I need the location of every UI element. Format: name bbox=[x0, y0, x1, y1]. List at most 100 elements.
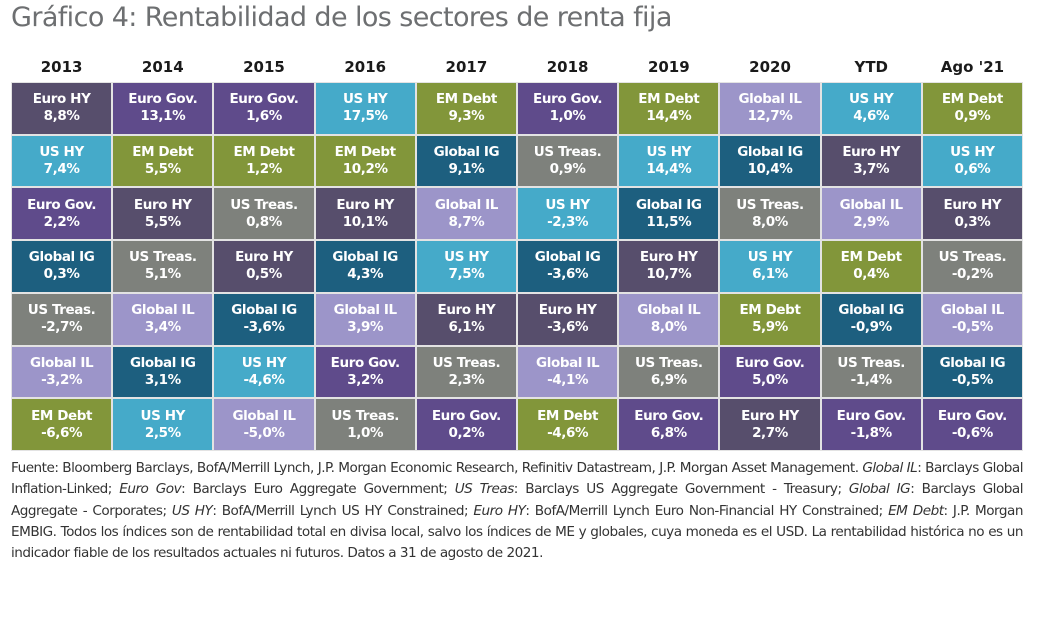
return-value: 14,4% bbox=[646, 108, 692, 125]
sector-label: Euro HY bbox=[32, 91, 91, 108]
sector-label: Euro HY bbox=[741, 407, 799, 424]
return-value: 1,0% bbox=[549, 108, 586, 125]
footnote-text: : Barclays Euro Aggregate Government; bbox=[181, 481, 455, 498]
sector-label: US Treas. bbox=[230, 196, 298, 213]
return-value: 4,6% bbox=[853, 108, 890, 125]
sector-label: EM Debt bbox=[941, 91, 1003, 108]
return-value: -3,6% bbox=[547, 266, 589, 283]
sector-label: Global IG bbox=[28, 249, 95, 266]
sector-label: US Treas. bbox=[27, 302, 96, 319]
return-value: 0,3% bbox=[43, 266, 80, 283]
return-value: 2,7% bbox=[752, 424, 788, 441]
sector-label: Euro HY bbox=[437, 302, 496, 319]
ranking-cell: Global IG 10,4% bbox=[720, 135, 820, 187]
sector-label: US Treas. bbox=[331, 407, 399, 424]
chart-title: Gráfico 4: Rentabilidad de los sectores … bbox=[11, 2, 672, 33]
ranking-cell: EM Debt -4,6% bbox=[517, 399, 618, 450]
sector-label: Global IG bbox=[332, 249, 398, 266]
return-value: -1,8% bbox=[850, 424, 892, 441]
sector-label: Euro Gov. bbox=[735, 354, 805, 371]
column-header: YTD bbox=[854, 58, 888, 76]
return-value: -3,6% bbox=[547, 319, 589, 336]
sector-label: US Treas. bbox=[128, 249, 197, 266]
return-value: 7,4% bbox=[43, 161, 80, 178]
sector-label: Global IG bbox=[838, 302, 904, 319]
ranking-cell: EM Debt 14,4% bbox=[619, 83, 719, 134]
return-value: -2,3% bbox=[547, 213, 589, 230]
sector-label: EM Debt bbox=[435, 91, 497, 108]
return-value: 10,2% bbox=[342, 161, 388, 178]
ranking-cell: Euro HY 6,1% bbox=[416, 293, 516, 345]
return-value: 9,3% bbox=[448, 108, 485, 125]
sector-label: US HY bbox=[342, 91, 388, 108]
ranking-cell: EM Debt -6,6% bbox=[12, 399, 112, 450]
sector-label: EM Debt bbox=[537, 407, 599, 424]
ranking-cell: US HY 14,4% bbox=[619, 135, 719, 187]
sector-label: Global IL bbox=[333, 302, 398, 319]
ranking-cell: Global IG 3,1% bbox=[113, 346, 213, 398]
sector-label: Euro Gov. bbox=[634, 407, 704, 424]
return-value: 0,9% bbox=[549, 161, 586, 178]
footnote-text: : Barclays Global Inflation-Linked; bbox=[11, 460, 1024, 498]
return-value: 1,6% bbox=[246, 108, 282, 125]
returns-ranking-grid: Euro HY 8,8% Euro Gov. 13,1% Euro Gov. 1,6% US… bbox=[11, 82, 1023, 451]
return-value: 5,9% bbox=[752, 319, 788, 336]
ranking-cell: Global IL -3,2% bbox=[12, 346, 112, 398]
ranking-cell: US Treas. 0,8% bbox=[214, 188, 314, 240]
ranking-cell: EM Debt 0,4% bbox=[821, 241, 921, 292]
sector-label: Global IG bbox=[534, 249, 601, 266]
return-value: 4,3% bbox=[347, 266, 384, 283]
return-value: 3,9% bbox=[347, 319, 384, 336]
return-value: 8,7% bbox=[448, 213, 485, 230]
column-header: 2013 bbox=[40, 58, 83, 76]
return-value: 3,7% bbox=[853, 161, 890, 178]
ranking-cell: Global IL -0,5% bbox=[922, 293, 1022, 345]
ranking-cell: Euro HY 10,7% bbox=[619, 241, 719, 292]
return-value: 5,5% bbox=[144, 213, 181, 230]
return-value: 6,1% bbox=[448, 319, 485, 336]
sector-label: Euro HY bbox=[235, 249, 293, 266]
ranking-cell: US Treas. -1,4% bbox=[821, 346, 921, 398]
sector-label: EM Debt bbox=[31, 407, 93, 424]
return-value: 3,2% bbox=[347, 371, 384, 388]
footnote-term: EM Debt bbox=[888, 502, 944, 519]
ranking-cell: Global IL 8,7% bbox=[416, 188, 516, 240]
return-value: 10,1% bbox=[342, 213, 388, 230]
sector-label: Global IL bbox=[738, 91, 802, 108]
sector-label: Euro HY bbox=[943, 196, 1002, 213]
return-value: -0,2% bbox=[951, 266, 993, 283]
return-value: 8,0% bbox=[650, 319, 687, 336]
sector-label: US Treas. bbox=[533, 144, 602, 161]
ranking-cell: Euro Gov. 13,1% bbox=[113, 83, 213, 134]
return-value: 8,8% bbox=[43, 108, 80, 125]
return-value: -3,2% bbox=[41, 371, 83, 388]
return-value: -4,1% bbox=[547, 371, 589, 388]
footnote-text: : Barclays Global Aggregate - Corporates… bbox=[11, 481, 1024, 519]
return-value: -1,4% bbox=[850, 371, 892, 388]
ranking-cell: Global IG 0,3% bbox=[12, 241, 112, 292]
sector-label: EM Debt bbox=[638, 91, 700, 108]
ranking-cell: Global IL 3,4% bbox=[113, 293, 213, 345]
ranking-cell: US HY -2,3% bbox=[517, 188, 618, 240]
ranking-cell: EM Debt 9,3% bbox=[416, 83, 516, 134]
footnote-term: Global IG bbox=[848, 481, 911, 498]
return-value: 3,4% bbox=[144, 319, 181, 336]
column-headers: 2013 2014 2015 2016 2017 2018 2019 2020 YTD Ago '… bbox=[11, 58, 1023, 80]
ranking-cell: US Treas. 6,9% bbox=[619, 346, 719, 398]
ranking-cell: Global IL 3,9% bbox=[315, 293, 415, 345]
ranking-cell: US Treas. 0,9% bbox=[517, 135, 618, 187]
ranking-cell: EM Debt 5,9% bbox=[720, 293, 820, 345]
sector-label: Global IL bbox=[30, 354, 94, 371]
column-header: 2018 bbox=[546, 58, 589, 76]
return-value: 0,3% bbox=[954, 213, 991, 230]
sector-label: EM Debt bbox=[739, 302, 801, 319]
sector-label: Euro Gov. bbox=[229, 91, 299, 108]
return-value: 10,4% bbox=[747, 161, 793, 178]
return-value: 3,1% bbox=[144, 371, 181, 388]
ranking-cell: EM Debt 10,2% bbox=[315, 135, 415, 187]
sector-label: EM Debt bbox=[840, 249, 902, 266]
ranking-cell: Global IG 4,3% bbox=[315, 241, 415, 292]
ranking-cell: US Treas. -2,7% bbox=[12, 293, 112, 345]
return-value: 0,5% bbox=[246, 266, 282, 283]
return-value: 1,2% bbox=[246, 161, 282, 178]
